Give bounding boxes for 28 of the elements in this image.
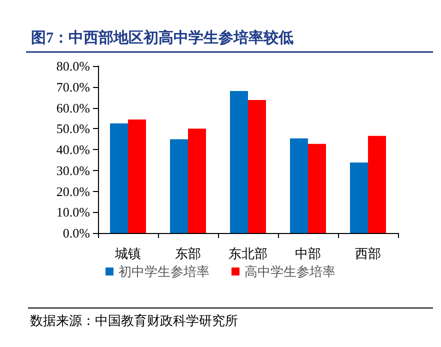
bar [110, 123, 128, 233]
bar [128, 119, 146, 233]
y-tick-label: 80.0% [56, 58, 90, 74]
bar [290, 138, 308, 233]
legend-label: 高中学生参培率 [244, 264, 336, 279]
x-tick-label: 东北部 [228, 246, 268, 261]
y-tick-label: 50.0% [56, 121, 90, 136]
bar [188, 128, 206, 233]
y-tick-label: 10.0% [56, 204, 90, 220]
legend-label: 初中学生参培率 [118, 264, 210, 279]
x-tick-label: 西部 [355, 246, 381, 261]
y-tick-label: 30.0% [56, 162, 90, 178]
bar [230, 91, 248, 233]
x-tick-label: 中部 [295, 246, 321, 261]
x-tick-label: 东部 [175, 246, 201, 261]
y-tick-label: 60.0% [56, 100, 90, 116]
y-tick-label: 0.0% [62, 226, 90, 240]
y-tick-label: 20.0% [56, 184, 90, 199]
y-tick-label: 40.0% [56, 142, 90, 157]
bar [368, 136, 386, 233]
bar [170, 139, 188, 233]
bar [308, 144, 326, 233]
chart-title: 图7：中西部地区初高中学生参培率较低 [31, 28, 294, 46]
source-note: 数据来源：中国教育财政科学研究所 [30, 313, 238, 328]
x-tick-label: 城镇 [114, 246, 141, 261]
bar [248, 100, 266, 233]
bar [350, 162, 368, 233]
y-tick-label: 70.0% [56, 79, 90, 94]
